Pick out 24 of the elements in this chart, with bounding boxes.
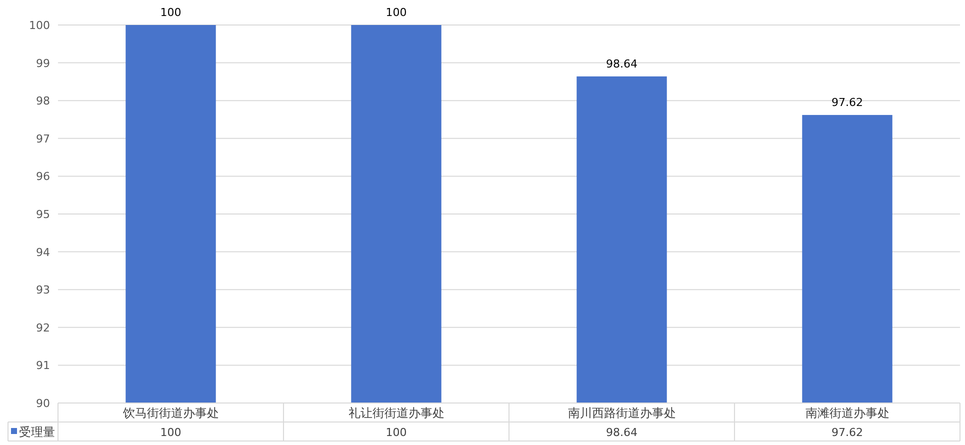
y-tick-label: 95 [36,208,50,221]
x-tick-label: 礼让街街道办事处 [348,406,444,420]
y-tick-label: 96 [36,170,50,184]
y-tick-label: 94 [36,246,50,259]
y-tick-label: 97 [36,132,50,146]
y-tick-label: 98 [36,94,50,108]
x-tick-label: 饮马街街道办事处 [122,406,219,420]
text: 98.64 [606,426,638,439]
legend-label: 受理量 [19,425,55,439]
y-tick-label: 93 [36,284,50,297]
text: 100 [386,426,407,439]
value-label: 97.62 [832,96,863,109]
y-tick-label: 100 [29,19,50,32]
y-tick-label: 91 [36,359,50,372]
value-label: 100 [386,6,407,19]
y-tick-label: 99 [36,56,50,70]
y-tick-label: 92 [36,321,50,334]
x-tick-label: 南川西路街道办事处 [568,406,676,420]
value-label: 100 [160,6,182,19]
value-label: 98.64 [606,57,638,70]
text: 97.62 [832,426,863,439]
y-tick-label: 90 [36,397,50,410]
text: 100 [160,426,182,439]
x-tick-label: 南滩街道办事处 [805,406,890,420]
